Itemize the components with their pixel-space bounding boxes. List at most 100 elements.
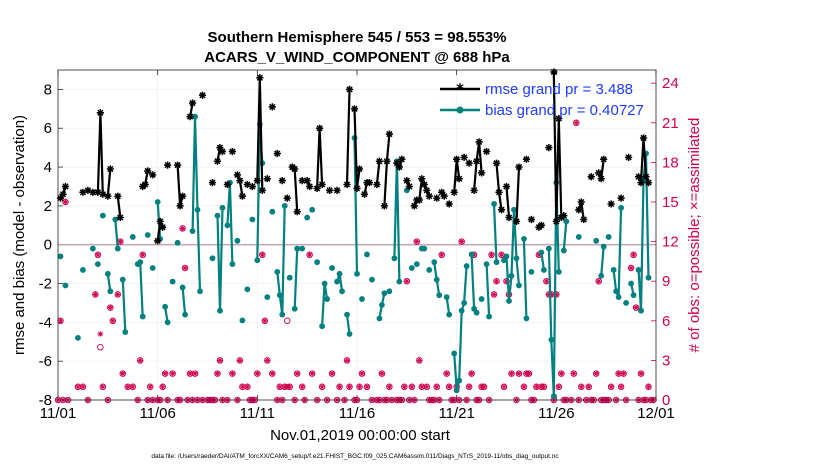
rmse-point bbox=[303, 177, 311, 185]
bias-point bbox=[528, 268, 535, 275]
plot-frame bbox=[57, 69, 657, 401]
bias-point bbox=[279, 311, 286, 318]
obs-assimilated-point bbox=[414, 238, 420, 245]
rmse-point bbox=[624, 153, 633, 161]
bias-point bbox=[80, 267, 86, 273]
legend-bias-marker bbox=[456, 106, 464, 114]
rmse-point bbox=[198, 91, 207, 99]
obs-assimilated-point bbox=[95, 252, 101, 258]
rmse-point bbox=[325, 186, 334, 194]
legend-rmse-marker: * bbox=[456, 80, 464, 98]
rmse-point bbox=[438, 188, 446, 196]
rmse-point bbox=[306, 182, 314, 191]
rmse-point bbox=[114, 192, 122, 200]
bias-point bbox=[446, 311, 453, 318]
rmse-point bbox=[248, 182, 256, 191]
bias-point bbox=[575, 234, 582, 240]
bias-point bbox=[122, 329, 129, 335]
rmse-point bbox=[385, 130, 393, 138]
bias-point bbox=[426, 267, 433, 273]
rmse-point bbox=[345, 85, 354, 94]
rmse-point bbox=[96, 109, 104, 117]
rmse-point bbox=[174, 161, 182, 169]
x-tick-label: 11/26 bbox=[538, 405, 574, 422]
bias-point bbox=[182, 311, 188, 318]
obs-assimilated-point bbox=[169, 370, 176, 377]
rmse-point bbox=[440, 192, 448, 200]
bias-point bbox=[359, 296, 365, 302]
obs-assimilated-point bbox=[254, 370, 261, 377]
obs-assimilated-point bbox=[516, 370, 522, 377]
rmse-point bbox=[403, 177, 411, 185]
obs-assimilated-point bbox=[329, 370, 335, 377]
bias-point bbox=[304, 214, 311, 221]
bias-point bbox=[463, 263, 470, 269]
chart-title-line-1: Southern Hemisphere 545 / 553 = 98.553% bbox=[208, 29, 507, 46]
obs-assimilated-point bbox=[526, 370, 532, 377]
bias-point bbox=[254, 257, 261, 264]
obs-assimilated-point bbox=[159, 384, 166, 390]
obs-assimilated-point bbox=[481, 384, 487, 390]
bias-point bbox=[600, 243, 607, 250]
bias-point bbox=[630, 292, 637, 299]
bias-point bbox=[214, 212, 221, 219]
rmse-point bbox=[216, 144, 224, 152]
obs-assimilated-point bbox=[558, 370, 565, 377]
rmse-point bbox=[423, 186, 431, 194]
rmse-point bbox=[360, 190, 369, 198]
obs-assimilated-point bbox=[533, 384, 540, 390]
rmse-point bbox=[223, 180, 232, 189]
obs-assimilated-point bbox=[615, 370, 622, 377]
rmse-point bbox=[273, 149, 281, 158]
obs-assimilated-point bbox=[468, 370, 475, 377]
bias-point bbox=[264, 294, 271, 301]
bias-point bbox=[249, 216, 256, 223]
bias-point bbox=[451, 350, 458, 357]
rmse-point bbox=[607, 200, 615, 208]
bias-point bbox=[516, 282, 522, 289]
rmse-point bbox=[637, 178, 645, 187]
rmse-point bbox=[425, 192, 433, 200]
obs-assimilated-point bbox=[443, 370, 450, 377]
obs-assimilated-point bbox=[570, 370, 577, 377]
bias-point bbox=[354, 270, 360, 277]
bias-point bbox=[453, 387, 460, 394]
rmse-point bbox=[56, 194, 65, 202]
right-tick-label: 0 bbox=[662, 392, 670, 409]
rmse-point bbox=[316, 124, 324, 132]
right-tick-label: 21 bbox=[662, 115, 679, 132]
obs-assimilated-point bbox=[214, 370, 221, 377]
bias-point bbox=[334, 278, 340, 285]
bias-point bbox=[403, 187, 410, 194]
bias-point bbox=[511, 206, 517, 213]
obs-assimilated-point bbox=[286, 384, 293, 390]
bias-point bbox=[239, 317, 246, 324]
bias-point bbox=[443, 294, 450, 301]
rmse-point bbox=[555, 114, 563, 123]
obs-assimilated-point bbox=[119, 370, 126, 377]
rmse-point bbox=[515, 163, 523, 171]
obs-assimilated-point bbox=[264, 357, 271, 364]
rmse-point bbox=[141, 180, 149, 189]
rmse-point bbox=[106, 165, 114, 173]
bias-point bbox=[645, 274, 652, 281]
obs-assimilated-point bbox=[62, 199, 69, 205]
rmse-point bbox=[639, 134, 648, 142]
obs-assimilated-point bbox=[433, 384, 440, 390]
rmse-point bbox=[642, 173, 650, 181]
bias-point bbox=[610, 267, 617, 273]
x-tick-label: 11/06 bbox=[139, 405, 175, 422]
obs-assimilated-point bbox=[364, 384, 370, 390]
rmse-point bbox=[278, 177, 286, 185]
obs-assimilated-point bbox=[294, 370, 300, 377]
rmse-point bbox=[178, 192, 187, 200]
x-tick-label: 11/16 bbox=[339, 405, 375, 422]
bias-point bbox=[94, 261, 101, 268]
rmse-point bbox=[256, 74, 264, 82]
bias-point bbox=[229, 261, 236, 268]
obs-assimilated-point bbox=[344, 357, 350, 364]
bias-point bbox=[276, 292, 283, 299]
rmse-point bbox=[600, 155, 608, 163]
rmse-point bbox=[552, 217, 560, 226]
obs-assimilated-point bbox=[458, 238, 465, 245]
